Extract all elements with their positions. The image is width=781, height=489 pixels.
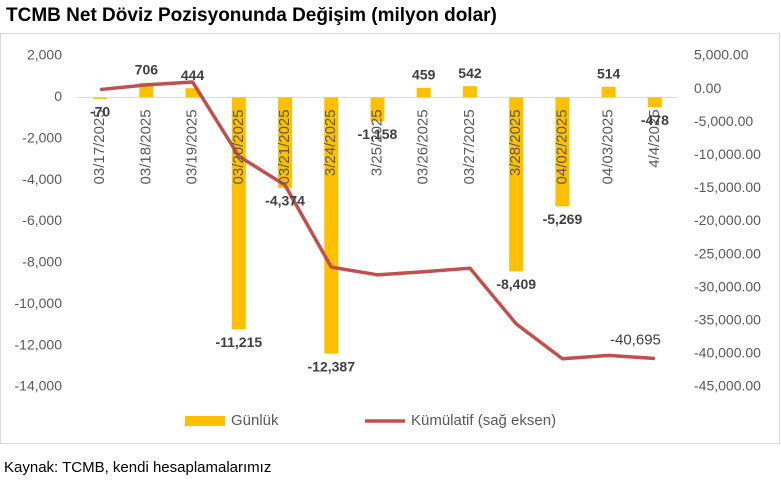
chart-title: TCMB Net Döviz Pozisyonunda Değişim (mil… xyxy=(6,5,497,26)
x-tick-label: 03/17/2025 xyxy=(91,109,108,184)
y-tick-label: 0 xyxy=(54,88,62,104)
value-label: -1,158 xyxy=(358,126,398,142)
x-tick-label: 3/24/2025 xyxy=(322,109,339,176)
x-tick-label: 03/21/2025 xyxy=(276,109,293,184)
x-tick-label: 04/03/2025 xyxy=(600,109,617,184)
bar xyxy=(509,97,524,272)
legend-label: Kümülatif (sağ eksen) xyxy=(411,412,556,429)
bar xyxy=(185,88,200,98)
x-tick-label: 03/26/2025 xyxy=(415,109,432,184)
y-tick-label: -2,000 xyxy=(22,129,62,145)
bar xyxy=(93,97,108,99)
bar xyxy=(462,86,477,98)
chart-border xyxy=(0,33,780,444)
value-label: -8,409 xyxy=(496,276,536,292)
value-label: -478 xyxy=(641,112,669,128)
y-tick-label: -14,000 xyxy=(15,378,63,394)
y-tick-label: -12,000 xyxy=(15,336,63,352)
x-tick-label: 4/4/2025 xyxy=(646,109,663,167)
value-label: 444 xyxy=(181,67,205,83)
bar xyxy=(416,87,431,98)
value-label: 706 xyxy=(135,61,159,77)
bar xyxy=(601,86,616,98)
bar xyxy=(647,97,662,108)
value-label: -70 xyxy=(90,104,110,120)
y-tick-label: -8,000 xyxy=(22,254,62,270)
legend-swatch xyxy=(185,416,225,426)
y2-tick-label: -25,000.00 xyxy=(694,245,761,261)
bar xyxy=(370,97,385,122)
y2-tick-label: 0.00 xyxy=(694,80,721,96)
bar xyxy=(324,97,339,354)
value-label: -5,269 xyxy=(543,211,583,227)
value-label: -40,695 xyxy=(610,331,661,348)
value-label: 514 xyxy=(597,65,621,81)
x-tick-label: 03/18/2025 xyxy=(137,109,154,184)
source-note: Kaynak: TCMB, kendi hesaplamalarımız xyxy=(4,459,271,476)
y2-tick-label: -45,000.00 xyxy=(694,378,761,394)
y-tick-label: 2,000 xyxy=(27,47,62,63)
y2-tick-label: 5,000.00 xyxy=(694,47,749,63)
x-tick-label: 04/02/2025 xyxy=(553,109,570,184)
bar xyxy=(278,97,293,188)
legend-label: Günlük xyxy=(231,412,279,429)
value-label: -12,387 xyxy=(308,358,356,374)
bar xyxy=(231,97,246,330)
value-label: -4,374 xyxy=(265,193,305,209)
x-tick-label: 03/19/2025 xyxy=(184,109,201,184)
y2-tick-label: -5,000.00 xyxy=(694,113,753,129)
y2-tick-label: -15,000.00 xyxy=(694,179,761,195)
x-tick-label: 3/28/2025 xyxy=(507,109,524,176)
y-tick-label: -6,000 xyxy=(22,212,62,228)
x-tick-label: 03/27/2025 xyxy=(461,109,478,184)
x-tick-label: 03/20/2025 xyxy=(230,109,247,184)
y2-tick-label: -35,000.00 xyxy=(694,312,761,328)
y2-tick-label: -30,000.00 xyxy=(694,278,761,294)
y2-tick-label: -10,000.00 xyxy=(694,146,761,162)
value-label: 542 xyxy=(458,65,482,81)
y2-tick-label: -20,000.00 xyxy=(694,212,761,228)
y-tick-label: -10,000 xyxy=(15,295,63,311)
y2-tick-label: -40,000.00 xyxy=(694,345,761,361)
y-tick-label: -4,000 xyxy=(22,171,62,187)
value-label: -11,215 xyxy=(215,334,262,350)
bar xyxy=(555,97,570,207)
x-tick-label: 3/25/2025 xyxy=(368,109,385,176)
value-label: 459 xyxy=(412,67,436,83)
line xyxy=(99,80,656,361)
